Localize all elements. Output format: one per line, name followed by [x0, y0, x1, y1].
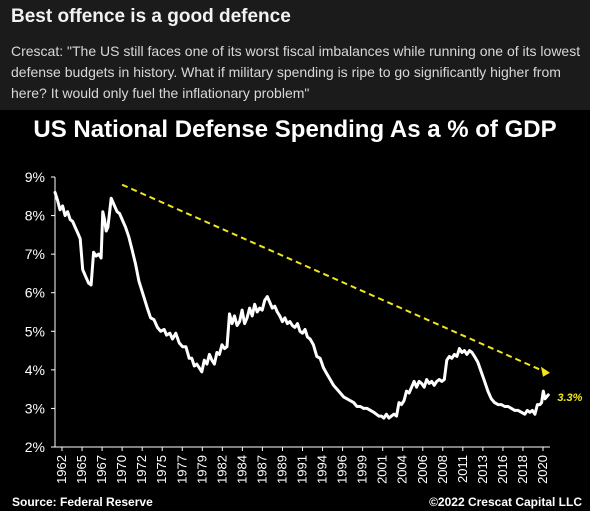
x-tick-label: 2006 — [415, 455, 430, 484]
y-tick-label: 5% — [25, 323, 45, 339]
x-tick-label: 2013 — [475, 455, 490, 484]
source-label: Source: Federal Reserve — [12, 495, 153, 509]
trend-line — [121, 183, 546, 373]
x-tick-label: 1972 — [134, 455, 149, 484]
defense-spending-line — [53, 190, 550, 420]
x-tick-label: 2020 — [535, 455, 550, 484]
y-tick-label: 4% — [25, 362, 45, 378]
x-tick-label: 1970 — [114, 455, 129, 484]
x-tick-label: 2001 — [375, 455, 390, 484]
x-tick-label: 2016 — [495, 455, 510, 484]
x-tick-label: 1999 — [355, 455, 370, 484]
x-tick-label: 1994 — [315, 455, 330, 484]
x-tick-label: 1991 — [295, 455, 310, 484]
y-tick-label: 3% — [25, 400, 45, 416]
x-tick-label: 1996 — [335, 455, 350, 484]
x-tick-label: 1987 — [254, 455, 269, 484]
x-tick-label: 2008 — [435, 455, 450, 484]
x-tick-label: 1975 — [154, 455, 169, 484]
x-tick-label: 2011 — [455, 455, 470, 483]
x-tick-label: 2018 — [515, 455, 530, 484]
x-tick-label: 1982 — [214, 455, 229, 484]
x-tick-label: 1989 — [274, 455, 289, 484]
latest-value-label: 3.3% — [557, 392, 582, 404]
x-tick-label: 2004 — [395, 455, 410, 484]
defense-spending-chart: 2% 3% 4% 5% 6% 7% 8% 9% 1962 1965 1967 1970 1972 1975… — [25, 169, 583, 484]
x-tick-label: 1967 — [94, 455, 109, 484]
chart-title: US National Defense Spending As a % of G… — [33, 116, 557, 143]
y-tick-label: 7% — [25, 246, 45, 262]
post-headline: Best offence is a good defence — [11, 6, 291, 27]
y-tick-label: 9% — [25, 169, 45, 185]
x-tick-label: 1984 — [234, 455, 249, 484]
chart-panel: US National Defense Spending As a % of G… — [0, 110, 590, 511]
x-tick-label: 1962 — [54, 455, 69, 484]
trend-arrowhead — [540, 366, 550, 377]
copyright-label: ©2022 Crescat Capital LLC — [429, 495, 582, 509]
x-tick-label: 1977 — [174, 455, 189, 484]
x-tick-label: 1979 — [194, 455, 209, 484]
y-tick-label: 6% — [25, 285, 45, 301]
post-quote: Crescat: "The US still faces one of its … — [11, 43, 581, 101]
post-header: Best offence is a good defence Crescat: … — [0, 0, 590, 110]
x-tick-label: 1965 — [74, 455, 89, 484]
y-tick-label: 8% — [25, 208, 45, 224]
y-tick-label: 2% — [25, 439, 45, 455]
